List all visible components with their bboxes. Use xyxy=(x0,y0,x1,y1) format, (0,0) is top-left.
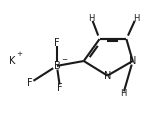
Text: K: K xyxy=(9,56,16,66)
Text: N: N xyxy=(129,56,136,66)
Text: B: B xyxy=(54,61,60,71)
Text: F: F xyxy=(54,38,60,48)
Text: H: H xyxy=(120,89,126,98)
Text: H: H xyxy=(88,14,95,23)
Text: F: F xyxy=(57,83,63,93)
Text: N: N xyxy=(104,71,111,81)
Text: H: H xyxy=(133,14,139,23)
Text: F: F xyxy=(27,78,33,88)
Text: −: − xyxy=(61,57,67,63)
Text: +: + xyxy=(17,51,23,57)
